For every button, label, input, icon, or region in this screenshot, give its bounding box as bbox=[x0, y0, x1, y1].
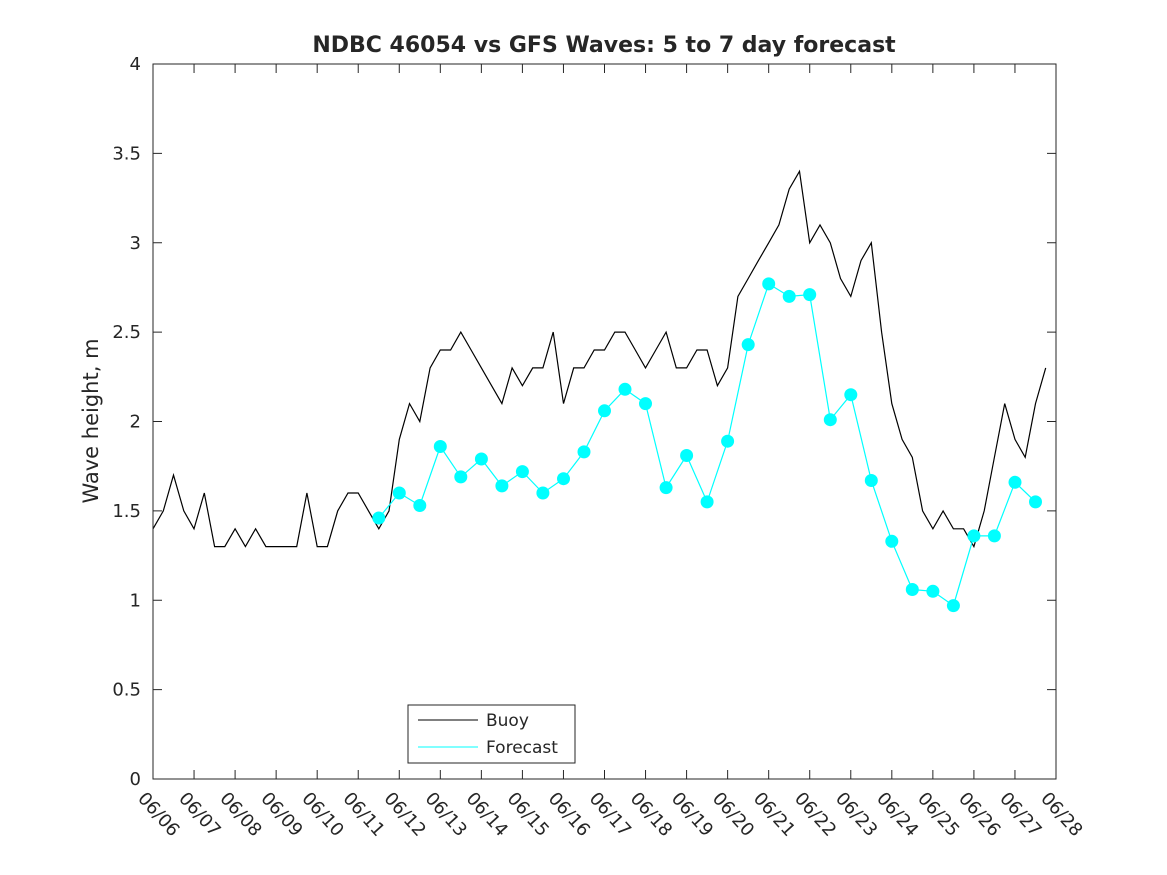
x-tick-label: 06/16 bbox=[544, 788, 594, 841]
forecast-point bbox=[864, 474, 878, 487]
x-tick-label: 06/21 bbox=[749, 788, 799, 841]
forecast-point bbox=[905, 583, 919, 596]
y-tick-label: 3 bbox=[130, 233, 141, 254]
x-tick-label: 06/24 bbox=[872, 788, 922, 841]
x-tick-label: 06/20 bbox=[708, 788, 758, 841]
forecast-point bbox=[515, 465, 529, 479]
legend-buoy-label: Buoy bbox=[486, 711, 529, 731]
plot-area bbox=[152, 169, 1047, 613]
x-tick-label: 06/28 bbox=[1036, 788, 1086, 841]
x-tick-label: 06/27 bbox=[995, 788, 1045, 841]
y-axis-label: Wave height, m bbox=[79, 338, 103, 503]
x-tick-label: 06/08 bbox=[215, 788, 265, 841]
y-tick-label: 4 bbox=[130, 54, 141, 75]
x-tick-label: 06/23 bbox=[831, 788, 881, 841]
series-line-forecast bbox=[378, 282, 1036, 607]
forecast-point bbox=[1008, 475, 1022, 489]
x-tick-label: 06/06 bbox=[133, 788, 183, 841]
forecast-point bbox=[926, 584, 940, 598]
y-tick-label: 0.5 bbox=[112, 680, 141, 701]
forecast-point bbox=[700, 495, 714, 509]
forecast-point bbox=[885, 534, 899, 548]
y-tick-label: 1.5 bbox=[112, 501, 141, 522]
x-tick-label: 06/25 bbox=[913, 788, 963, 841]
series-line-buoy bbox=[152, 169, 1047, 549]
axes: 00.511.522.533.5406/0606/0706/0806/0906/… bbox=[112, 54, 1086, 841]
forecast-point bbox=[946, 599, 960, 613]
x-tick-label: 06/18 bbox=[626, 788, 676, 841]
forecast-point bbox=[474, 452, 488, 466]
forecast-point bbox=[762, 277, 776, 291]
forecast-point bbox=[659, 481, 673, 495]
forecast-point bbox=[557, 472, 570, 486]
x-tick-label: 06/13 bbox=[421, 788, 471, 841]
x-tick-label: 06/10 bbox=[297, 788, 347, 841]
chart-title: NDBC 46054 vs GFS Waves: 5 to 7 day fore… bbox=[312, 33, 896, 58]
x-tick-label: 06/09 bbox=[256, 788, 306, 841]
forecast-point bbox=[1029, 495, 1042, 509]
forecast-point bbox=[803, 288, 817, 302]
x-tick-label: 06/11 bbox=[339, 788, 389, 841]
forecast-point bbox=[413, 499, 427, 512]
y-tick-label: 0 bbox=[130, 769, 141, 790]
forecast-point bbox=[639, 397, 652, 411]
legend: Buoy Forecast bbox=[407, 704, 576, 764]
forecast-point bbox=[598, 404, 611, 418]
legend-box bbox=[407, 704, 576, 764]
y-tick-label: 3.5 bbox=[112, 143, 141, 164]
plot-frame bbox=[152, 63, 1057, 780]
x-tick-label: 06/17 bbox=[585, 788, 635, 841]
forecast-point bbox=[577, 445, 591, 459]
x-tick-label: 06/19 bbox=[667, 788, 717, 841]
forecast-point bbox=[454, 470, 468, 484]
y-tick-label: 2.5 bbox=[112, 322, 141, 343]
forecast-point bbox=[844, 388, 858, 402]
forecast-point bbox=[721, 434, 735, 448]
x-tick-label: 06/12 bbox=[380, 788, 430, 841]
y-tick-label: 2 bbox=[130, 412, 141, 433]
forecast-point bbox=[433, 440, 447, 453]
x-tick-label: 06/26 bbox=[954, 788, 1004, 841]
forecast-point bbox=[536, 486, 550, 500]
forecast-point bbox=[987, 529, 1001, 543]
forecast-point bbox=[392, 486, 406, 500]
x-tick-label: 06/07 bbox=[174, 788, 224, 841]
forecast-point bbox=[680, 449, 694, 462]
forecast-point bbox=[782, 289, 796, 303]
forecast-point bbox=[495, 479, 509, 493]
forecast-point bbox=[618, 382, 632, 396]
forecast-point bbox=[372, 511, 386, 525]
forecast-point bbox=[823, 413, 837, 427]
x-tick-label: 06/15 bbox=[503, 788, 553, 841]
x-tick-label: 06/22 bbox=[790, 788, 840, 841]
forecast-point bbox=[967, 529, 981, 543]
forecast-point bbox=[741, 338, 755, 352]
x-tick-label: 06/14 bbox=[462, 788, 512, 841]
y-tick-label: 1 bbox=[130, 590, 141, 611]
legend-forecast-label: Forecast bbox=[486, 738, 558, 758]
